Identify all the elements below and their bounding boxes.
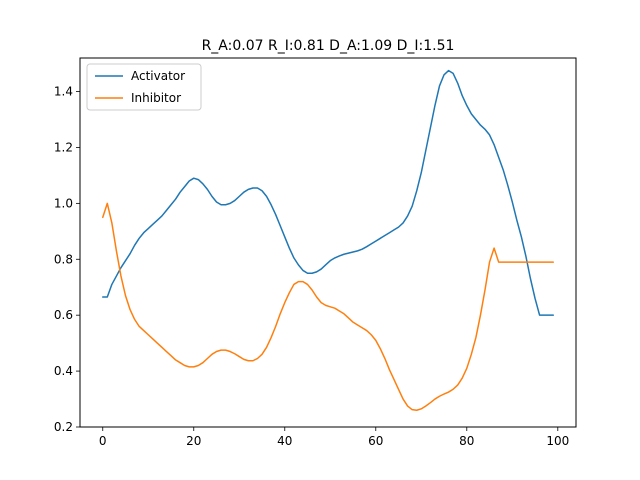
y-tick-label: 1.0 <box>54 196 73 210</box>
x-tick-label: 20 <box>186 434 201 448</box>
legend-label-activator: Activator <box>131 69 185 83</box>
y-tick-label: 0.4 <box>54 364 73 378</box>
x-tick-label: 60 <box>368 434 383 448</box>
chart-title: R_A:0.07 R_I:0.81 D_A:1.09 D_I:1.51 <box>202 38 455 54</box>
y-tick-label: 1.4 <box>54 85 73 99</box>
legend: Activator Inhibitor <box>86 63 202 111</box>
x-tick-label: 40 <box>277 434 292 448</box>
legend-label-inhibitor: Inhibitor <box>131 91 181 105</box>
x-tick-label: 80 <box>459 434 474 448</box>
y-axis: 0.2 0.4 0.6 0.8 1.0 1.2 1.4 <box>54 85 80 434</box>
y-tick-label: 0.2 <box>54 420 73 434</box>
y-tick-label: 1.2 <box>54 140 73 154</box>
x-tick-label: 100 <box>546 434 569 448</box>
series-line-activator <box>102 69 554 316</box>
y-tick-label: 0.8 <box>54 252 73 266</box>
series-layer <box>102 69 554 411</box>
x-tick-label: 0 <box>99 434 107 448</box>
x-axis: 0 20 40 60 80 100 <box>99 427 569 448</box>
series-line-inhibitor <box>102 202 554 411</box>
y-tick-label: 0.6 <box>54 308 73 322</box>
plot-frame <box>79 57 577 428</box>
